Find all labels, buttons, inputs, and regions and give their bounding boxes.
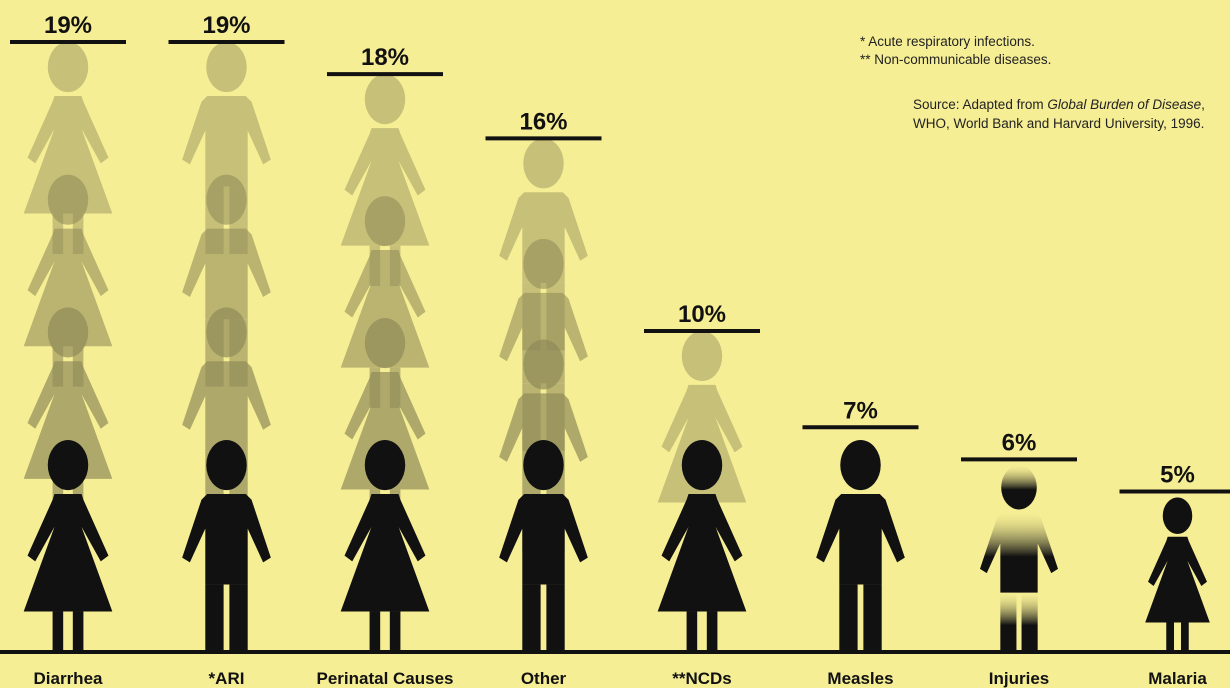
bar-group: 6% Injuries — [961, 429, 1077, 688]
bar-figure — [979, 465, 1059, 652]
bar-figure — [499, 440, 588, 652]
value-label: 18% — [361, 44, 409, 71]
plot-area: 19% Diarrhea 19% *ARI 18% Perinatal Causes 16%… — [10, 12, 1230, 688]
category-label: Perinatal Causes — [316, 669, 453, 688]
category-label: **NCDs — [672, 669, 732, 688]
category-label: Measles — [827, 669, 893, 688]
value-label: 19% — [44, 12, 92, 39]
bar-figure — [182, 440, 271, 652]
bar-group: 10% **NCDs — [644, 301, 760, 688]
category-label: Injuries — [989, 669, 1049, 688]
bar-group: 5% Malaria — [1119, 461, 1230, 688]
category-label: Diarrhea — [34, 669, 104, 688]
category-label: Malaria — [1148, 669, 1207, 688]
source-title: Global Burden of Disease — [1047, 97, 1202, 112]
category-label: *ARI — [209, 669, 245, 688]
value-label: 16% — [519, 108, 567, 135]
category-label: Other — [521, 669, 567, 688]
footnotes: * Acute respiratory infections. ** Non-c… — [860, 33, 1220, 69]
bar-figure — [816, 440, 905, 652]
value-label: 19% — [202, 12, 250, 39]
source-note: Source: Adapted from Global Burden of Di… — [913, 95, 1213, 133]
bar-group: 19% *ARI — [168, 12, 285, 688]
value-label: 5% — [1160, 461, 1195, 488]
bar-group: 16% Other — [485, 108, 602, 688]
bar-figure — [1145, 497, 1210, 652]
source-prefix: Source: Adapted from — [913, 97, 1048, 112]
bar-group: 19% Diarrhea — [10, 12, 126, 688]
value-label: 10% — [678, 301, 726, 328]
value-label: 7% — [843, 397, 878, 424]
bar-group: 7% Measles — [802, 397, 919, 688]
footnote-ncds: ** Non-communicable diseases. — [860, 52, 1052, 67]
source-suffix: , WHO, World Bank and Harvard University… — [913, 97, 1205, 131]
bar-group: 18% Perinatal Causes — [316, 44, 453, 688]
footnote-ari: * Acute respiratory infections. — [860, 34, 1035, 49]
value-label: 6% — [1002, 429, 1037, 456]
